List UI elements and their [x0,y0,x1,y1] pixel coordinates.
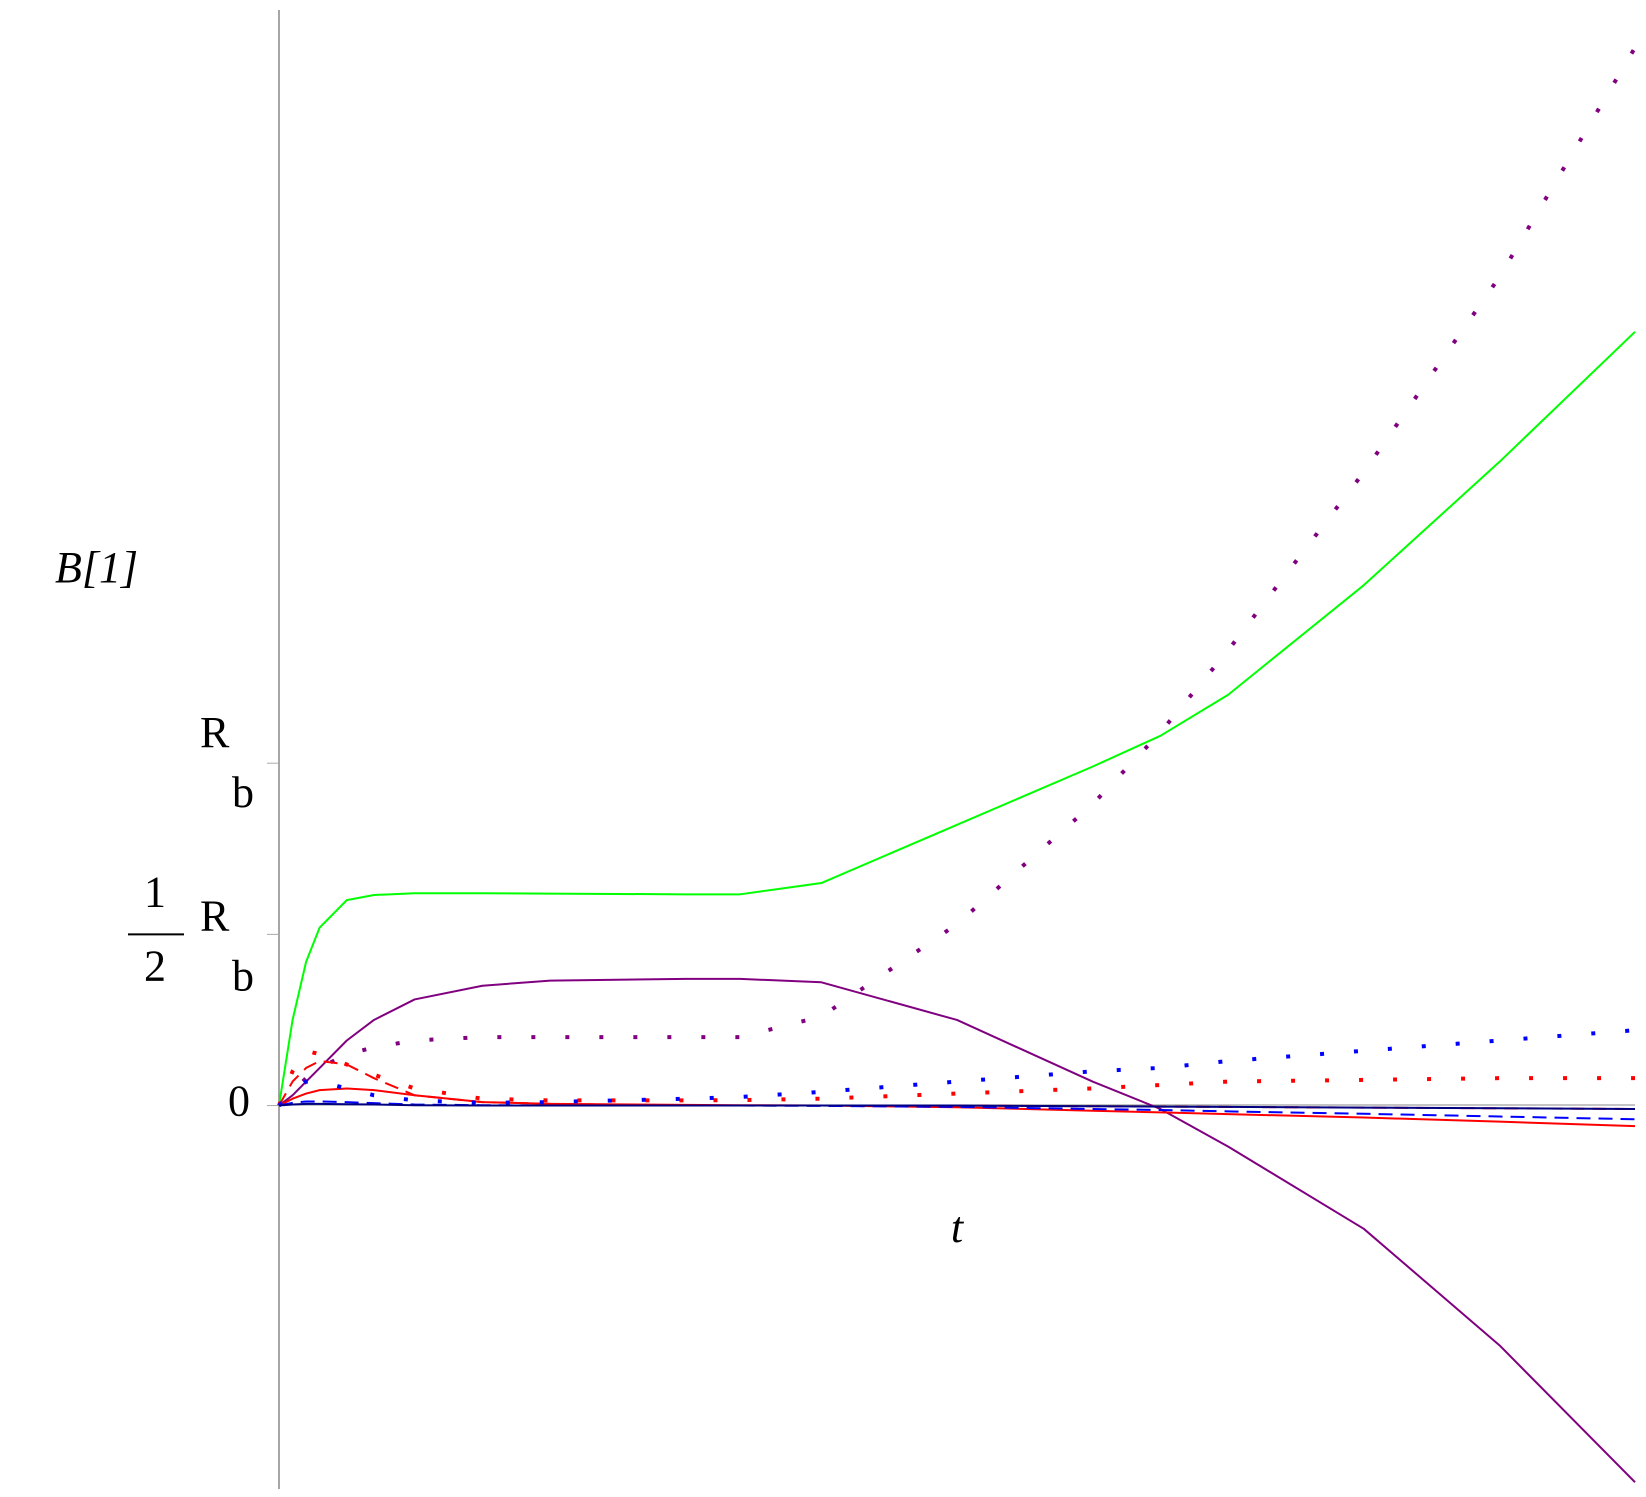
series-line [278,331,1636,1106]
y-tick-label: Rb [200,708,254,817]
series-line [277,46,1637,1107]
y-axis-label: B[1] [55,543,138,592]
x-axis-label: t [951,1203,965,1252]
y-tick-label: 1 2Rb [144,867,254,1000]
y-tick-label: 0 [228,1077,250,1126]
series-line [278,1100,1636,1121]
series-line [278,977,1636,1483]
series-line [278,1102,1636,1110]
series-line [277,1028,1636,1107]
series-line [277,1048,1635,1107]
